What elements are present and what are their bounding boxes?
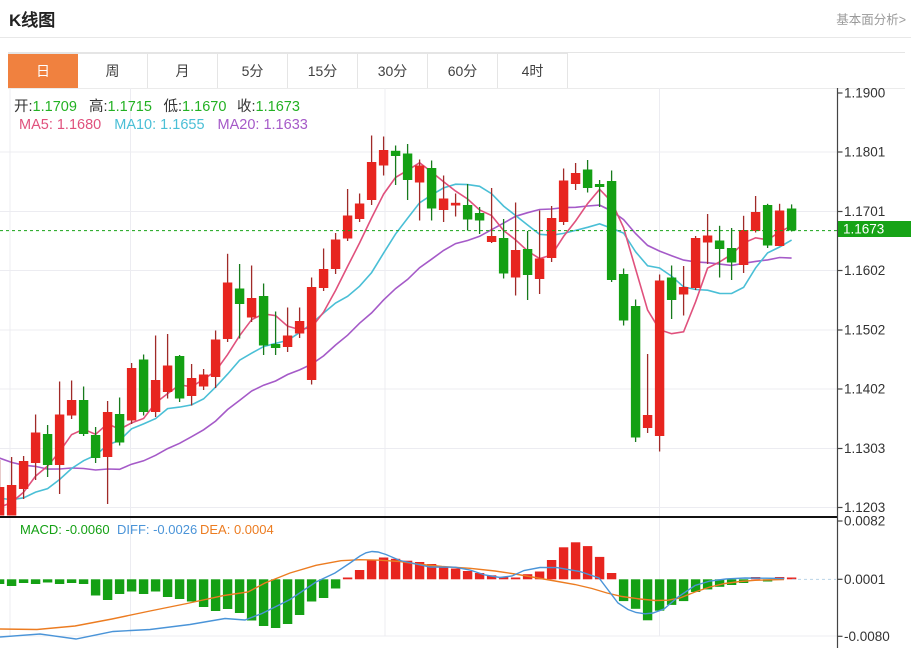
svg-text:1.1303: 1.1303 (844, 441, 885, 456)
svg-text:MACD: -0.0060: MACD: -0.0060 (20, 522, 110, 537)
svg-text:1.1900: 1.1900 (844, 88, 885, 101)
svg-text:收:1.1673: 收:1.1673 (237, 98, 300, 115)
svg-text:DIFF: -0.0026: DIFF: -0.0026 (117, 522, 197, 537)
svg-text:低:1.1670: 低:1.1670 (164, 98, 227, 115)
svg-text:1.1502: 1.1502 (844, 323, 885, 338)
svg-text:开:1.1709: 开:1.1709 (14, 99, 77, 115)
svg-text:1.1402: 1.1402 (844, 382, 885, 397)
svg-text:DEA: 0.0004: DEA: 0.0004 (200, 522, 274, 537)
svg-text:1.1701: 1.1701 (844, 204, 885, 219)
svg-text:高:1.1715: 高:1.1715 (89, 98, 152, 115)
svg-text:0.0001: 0.0001 (844, 572, 885, 587)
svg-text:1.1203: 1.1203 (844, 500, 885, 515)
svg-text:0.0082: 0.0082 (844, 514, 885, 529)
svg-text:1.1673: 1.1673 (843, 222, 884, 237)
svg-text:1.1602: 1.1602 (844, 263, 885, 278)
svg-text:1.1801: 1.1801 (844, 145, 885, 160)
svg-text:-0.0080: -0.0080 (844, 629, 890, 644)
